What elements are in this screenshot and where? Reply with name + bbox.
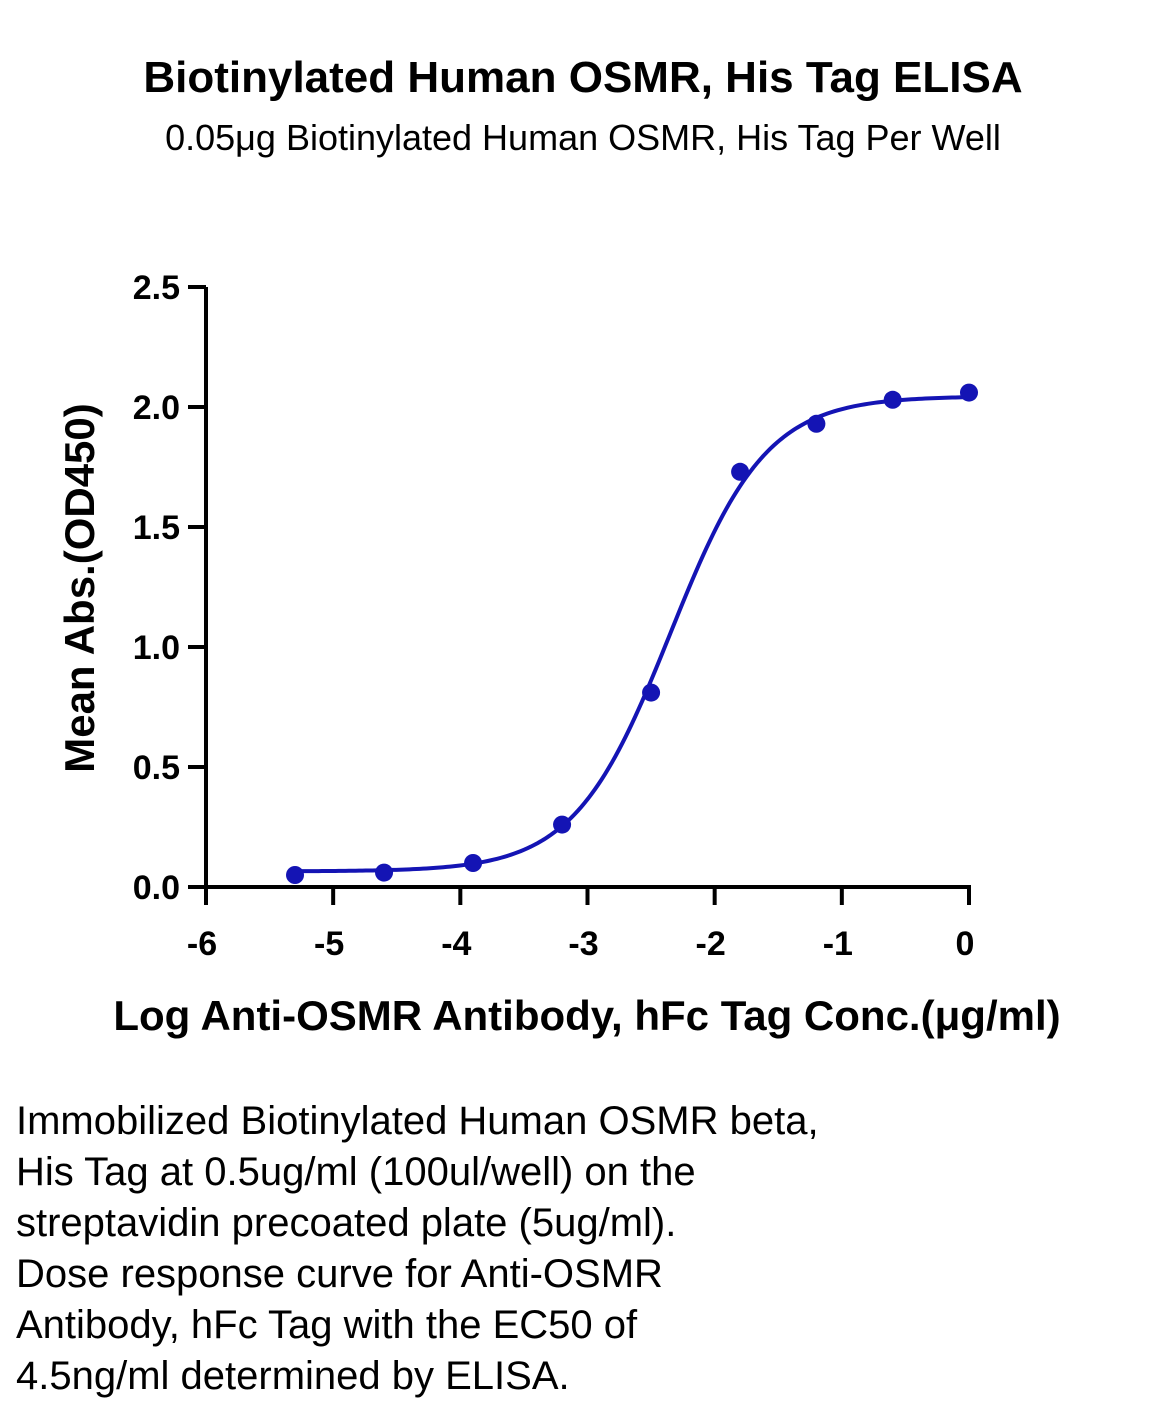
x-tick-label: 0	[956, 925, 975, 963]
x-tick-label: -4	[441, 925, 471, 963]
data-point	[642, 683, 661, 702]
caption-line: Immobilized Biotinylated Human OSMR beta…	[16, 1099, 819, 1143]
data-point	[731, 462, 750, 481]
figure-caption: Immobilized Biotinylated Human OSMR beta…	[16, 1096, 1016, 1402]
fit-curve	[295, 395, 970, 874]
data-point	[553, 815, 572, 834]
chart-ticks: 0.0 0.5 1.0 1.5 2.0 2.5 -6 -5 -4 -3 -2 -1 0	[133, 269, 975, 963]
caption-line: 4.5ng/ml determined by ELISA.	[16, 1354, 570, 1398]
data-points	[286, 383, 978, 884]
y-tick-label: 1.0	[133, 629, 180, 667]
y-tick-label: 0.0	[133, 869, 180, 907]
chart-title: Biotinylated Human OSMR, His Tag ELISA	[143, 53, 1023, 102]
chart-subtitle: 0.05μg Biotinylated Human OSMR, His Tag …	[165, 117, 1001, 158]
data-point	[375, 863, 394, 882]
x-tick-label: -5	[314, 925, 344, 963]
x-tick-label: -6	[187, 925, 217, 963]
data-point	[883, 390, 902, 409]
caption-line: His Tag at 0.5ug/ml (100ul/well) on the	[16, 1150, 696, 1194]
caption-line: streptavidin precoated plate (5ug/ml).	[16, 1201, 677, 1245]
elisa-chart: 0.0 0.5 1.0 1.5 2.0 2.5 -6 -5 -4 -3 -2 -1 0 Log Anti…	[56, 269, 1061, 1039]
y-tick-label: 2.5	[133, 269, 180, 307]
y-tick-label: 1.5	[133, 509, 180, 547]
caption-line: Dose response curve for Anti-OSMR	[16, 1252, 663, 1296]
y-tick-label: 0.5	[133, 749, 180, 787]
data-point	[286, 866, 305, 884]
x-tick-label: -3	[568, 925, 598, 963]
data-point	[464, 854, 483, 872]
y-tick-label: 2.0	[133, 389, 180, 427]
data-point	[960, 383, 978, 402]
x-axis-label: Log Anti-OSMR Antibody, hFc Tag Conc.(μg…	[113, 992, 1060, 1039]
y-axis-label: Mean Abs.(OD450)	[56, 403, 103, 773]
x-tick-label: -2	[696, 925, 726, 963]
x-tick-label: -1	[823, 925, 853, 963]
caption-line: Antibody, hFc Tag with the EC50 of	[16, 1303, 638, 1347]
data-point	[807, 414, 826, 433]
